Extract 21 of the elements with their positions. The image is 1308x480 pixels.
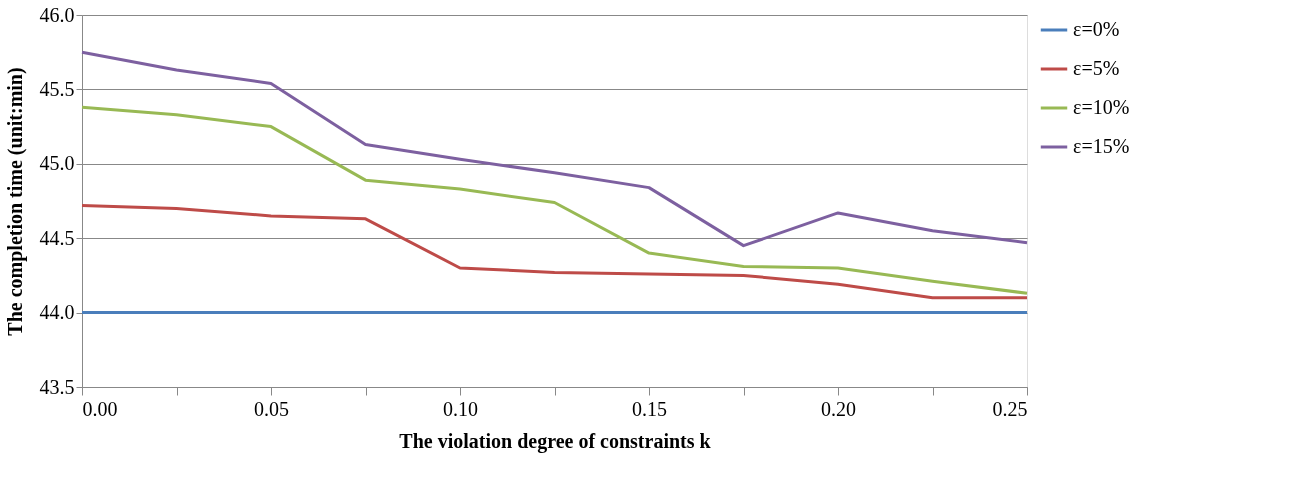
y-tick-label: 45.0 [39, 152, 75, 175]
x-tick-label: 0.10 [443, 397, 478, 420]
y-tick-label: 43.5 [39, 375, 75, 398]
y-tick-label: 44.5 [39, 226, 75, 249]
x-tick-label: 0.05 [254, 397, 289, 420]
line-series [80, 203, 1029, 300]
x-tick-label: 0.15 [632, 397, 667, 420]
y-axis-title: The completion time (unit:min) [3, 67, 27, 336]
legend-label: ε=15% [1073, 135, 1130, 157]
legend-label: ε=5% [1073, 57, 1120, 79]
legend-label: ε=10% [1073, 96, 1130, 118]
x-tick-label: 0.00 [82, 397, 118, 420]
y-tick-label: 44.0 [39, 301, 75, 324]
x-tick-label: 0.20 [821, 397, 856, 420]
legend-label: ε=0% [1073, 18, 1120, 40]
x-axis-title: The violation degree of constraints k [399, 429, 712, 453]
x-tick-label: 0.25 [992, 397, 1028, 420]
y-tick-label: 46.0 [39, 3, 75, 26]
line-series [80, 105, 1029, 295]
y-tick-label: 45.5 [39, 77, 75, 100]
line-series [80, 50, 1029, 248]
